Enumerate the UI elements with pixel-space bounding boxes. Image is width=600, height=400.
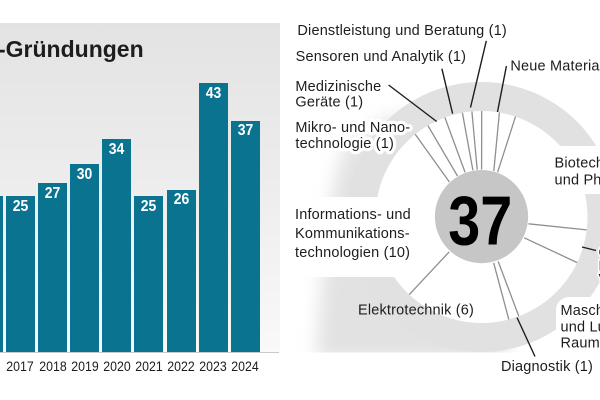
svg-text:Dienstleistung und Beratung (1: Dienstleistung und Beratung (1) <box>297 23 507 39</box>
svg-text:Kommunikations-: Kommunikations- <box>295 226 410 242</box>
svg-text:Mikro- und Nano-: Mikro- und Nano- <box>295 120 410 136</box>
svg-text:Sensoren und Analytik (1): Sensoren und Analytik (1) <box>296 49 467 65</box>
svg-text:Informations- und: Informations- und <box>295 207 411 223</box>
svg-text:Verfahren: Verfahren <box>599 272 600 288</box>
svg-text:Maschinenbau: Maschinenbau <box>561 303 600 319</box>
svg-text:technologie (1): technologie (1) <box>295 136 394 152</box>
svg-text:Neue Materialien: Neue Materialien <box>510 59 600 75</box>
svg-text:Elektrotechnik (6): Elektrotechnik (6) <box>358 303 474 319</box>
svg-text:Chemie: Chemie <box>599 245 600 261</box>
svg-text:Raumfahrt (2): Raumfahrt (2) <box>561 336 600 352</box>
svg-text:37: 37 <box>448 182 512 260</box>
svg-text:und Pharma (8): und Pharma (8) <box>555 173 600 189</box>
svg-text:Geräte (1): Geräte (1) <box>295 95 363 111</box>
svg-text:Diagnostik (1): Diagnostik (1) <box>501 359 593 375</box>
svg-text:technologien (10): technologien (10) <box>295 245 410 261</box>
svg-text:und Luft- und: und Luft- und <box>561 320 600 336</box>
svg-text:Lebensmittel: Lebensmittel <box>599 259 600 275</box>
svg-text:Biotechnologie: Biotechnologie <box>555 156 600 172</box>
svg-text:Medizinische: Medizinische <box>295 79 381 95</box>
